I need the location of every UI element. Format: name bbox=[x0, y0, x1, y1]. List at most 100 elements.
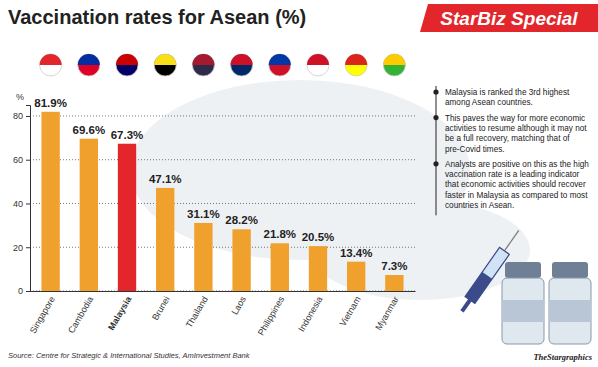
flag-circle bbox=[154, 54, 176, 76]
vial-body bbox=[549, 278, 591, 344]
x-tick-label: Singapore bbox=[28, 295, 57, 336]
flag-half bbox=[192, 54, 214, 65]
flag-half bbox=[269, 54, 291, 65]
note-bullet bbox=[433, 161, 438, 166]
y-axis: 0 20 40 60 80 bbox=[13, 106, 31, 297]
x-tick-label: Vietnam bbox=[338, 295, 363, 328]
flag-circle bbox=[192, 54, 214, 76]
syringe-needle bbox=[504, 230, 518, 250]
bar bbox=[232, 229, 250, 291]
vial-body bbox=[502, 278, 544, 344]
x-tick: Malaysia bbox=[106, 291, 134, 332]
banner-text: StarBiz Special bbox=[440, 8, 578, 29]
bar bbox=[118, 144, 136, 291]
bar bbox=[271, 243, 289, 291]
note-bullet bbox=[433, 89, 438, 94]
vial-label bbox=[502, 300, 544, 322]
vial-label bbox=[549, 300, 591, 322]
bars bbox=[41, 112, 403, 291]
data-label: 31.1% bbox=[187, 208, 220, 220]
flag-half bbox=[40, 54, 62, 65]
x-tick: Laos bbox=[230, 291, 249, 316]
flag bbox=[40, 54, 62, 76]
vial bbox=[502, 262, 544, 344]
x-tick: Thailand bbox=[184, 291, 210, 329]
data-label: 21.8% bbox=[263, 228, 296, 240]
source-text: Source: Centre for Strategic & Internati… bbox=[8, 351, 251, 360]
y-tick-label: 20 bbox=[13, 243, 23, 253]
syringe-plunger bbox=[460, 299, 471, 313]
data-label: 81.9% bbox=[34, 97, 67, 109]
flag-half bbox=[345, 54, 367, 65]
x-axis-line bbox=[31, 291, 416, 292]
bar bbox=[41, 112, 59, 291]
chart-title: Vaccination rates for Asean (%) bbox=[8, 6, 306, 28]
note-text: Analysts are positive on this as the hig… bbox=[445, 160, 589, 210]
x-tick: Singapore bbox=[28, 291, 57, 335]
flag bbox=[154, 54, 176, 76]
note-rule bbox=[436, 86, 437, 215]
note-text: This paves the way for more economicacti… bbox=[445, 114, 587, 154]
flag-circle bbox=[307, 54, 329, 76]
flag-half bbox=[307, 54, 329, 65]
flag-circle bbox=[40, 54, 62, 76]
y-tick-mark bbox=[26, 116, 30, 117]
flag-half bbox=[231, 54, 253, 65]
x-tick: Vietnam bbox=[338, 291, 363, 328]
notes: Malaysia is ranked the 3rd highestamong … bbox=[433, 86, 589, 215]
flag-circle bbox=[78, 54, 100, 76]
flag-circle bbox=[269, 54, 291, 76]
flag bbox=[269, 54, 291, 76]
bar bbox=[194, 223, 212, 291]
data-label: 67.3% bbox=[111, 129, 144, 141]
flag-half bbox=[383, 54, 405, 65]
flag bbox=[116, 54, 138, 76]
bar bbox=[347, 262, 365, 291]
flag-half bbox=[116, 54, 138, 65]
data-label: 47.1% bbox=[149, 173, 182, 185]
bar bbox=[80, 139, 98, 291]
x-tick-label: Indonesia bbox=[296, 295, 324, 334]
y-tick-mark bbox=[26, 203, 30, 204]
y-tick-label: 40 bbox=[13, 199, 23, 209]
flag bbox=[345, 54, 367, 76]
flag bbox=[307, 54, 329, 76]
data-label: 69.6% bbox=[73, 124, 106, 136]
y-tick-label: 80 bbox=[13, 111, 23, 121]
y-tick: 80 bbox=[13, 111, 30, 121]
flag-half bbox=[154, 54, 176, 65]
flag bbox=[192, 54, 214, 76]
data-label: 28.2% bbox=[225, 214, 258, 226]
data-label: 7.3% bbox=[381, 260, 407, 272]
background bbox=[0, 0, 598, 367]
x-tick: Indonesia bbox=[296, 291, 324, 333]
y-tick-mark bbox=[26, 160, 30, 161]
flag-half bbox=[78, 54, 100, 65]
x-tick-label: Myanmar bbox=[373, 295, 400, 332]
x-tick: Cambodia bbox=[66, 291, 95, 335]
flag-circle bbox=[345, 54, 367, 76]
data-label: 13.4% bbox=[340, 247, 373, 259]
x-tick-label: Cambodia bbox=[66, 295, 95, 336]
x-tick-label: Philippines bbox=[256, 294, 287, 337]
banner-bg bbox=[420, 4, 598, 32]
flag-circle bbox=[116, 54, 138, 76]
grid-line bbox=[30, 115, 415, 116]
y-tick: 20 bbox=[13, 243, 30, 253]
banner: StarBiz Special bbox=[420, 4, 598, 32]
y-tick-label: 60 bbox=[13, 155, 23, 165]
data-labels: 81.9% 69.6% 67.3% 47.1% 31.1% 28.2% 21.8% 20.5%… bbox=[34, 97, 407, 272]
y-tick: 0 bbox=[18, 286, 30, 296]
y-axis-line bbox=[26, 106, 31, 292]
x-tick: Philippines bbox=[256, 291, 287, 337]
flag bbox=[231, 54, 253, 76]
flag bbox=[78, 54, 100, 76]
x-tick-label: Malaysia bbox=[106, 294, 134, 332]
data-label: 20.5% bbox=[302, 231, 335, 243]
y-axis-label: % bbox=[16, 92, 24, 102]
flags bbox=[40, 54, 406, 76]
note-bullet bbox=[433, 115, 438, 120]
x-tick-label: Brunei bbox=[150, 295, 172, 323]
x-tick-label: Laos bbox=[230, 294, 249, 316]
vial bbox=[549, 262, 591, 344]
